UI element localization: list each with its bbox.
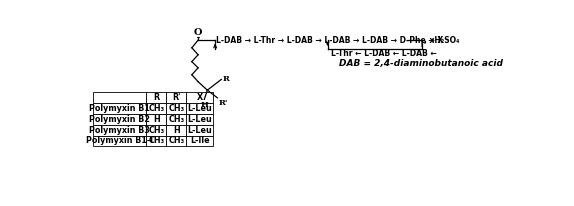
Bar — [187, 103, 213, 114]
Text: L-Leu: L-Leu — [187, 115, 212, 124]
Text: CH₃: CH₃ — [168, 115, 184, 124]
Bar — [187, 125, 213, 136]
Text: L-Leu: L-Leu — [187, 126, 212, 135]
Bar — [94, 125, 146, 136]
Bar — [146, 103, 166, 114]
Bar — [166, 114, 187, 125]
Text: L-Leu: L-Leu — [187, 104, 212, 113]
Bar — [166, 136, 187, 146]
Text: CH₃: CH₃ — [168, 137, 184, 145]
Text: H: H — [173, 126, 180, 135]
Text: Polymyxin B2: Polymyxin B2 — [90, 115, 150, 124]
Text: Polymyxin B3: Polymyxin B3 — [90, 126, 150, 135]
Bar — [187, 92, 213, 103]
Bar — [146, 125, 166, 136]
Text: CH₃: CH₃ — [148, 137, 164, 145]
Text: R': R' — [218, 99, 228, 107]
Text: H: H — [200, 101, 208, 109]
Text: Polymyxin B1: Polymyxin B1 — [90, 104, 150, 113]
Text: Polymyxin B1-I: Polymyxin B1-I — [86, 137, 153, 145]
Bar — [94, 114, 146, 125]
Bar — [94, 103, 146, 114]
Bar — [146, 114, 166, 125]
Text: , xH₂SO₄: , xH₂SO₄ — [424, 36, 459, 45]
Text: R: R — [223, 75, 230, 83]
Text: L-Ile: L-Ile — [190, 137, 210, 145]
Text: L-Thr ← L-DAB ← L-DAB ←: L-Thr ← L-DAB ← L-DAB ← — [331, 49, 436, 58]
Bar — [146, 92, 166, 103]
Text: R': R' — [172, 93, 181, 102]
Bar — [94, 136, 146, 146]
Text: H: H — [153, 115, 160, 124]
Bar — [187, 114, 213, 125]
Text: O: O — [194, 28, 202, 37]
Text: CH₃: CH₃ — [148, 126, 164, 135]
Bar — [94, 92, 146, 103]
Bar — [146, 136, 166, 146]
Text: CH₃: CH₃ — [148, 104, 164, 113]
Text: DAB = 2,4-diaminobutanoic acid: DAB = 2,4-diaminobutanoic acid — [339, 60, 503, 68]
Text: L-DAB → L-Thr → L-DAB → L-DAB → L-DAB → D-Phe → X: L-DAB → L-Thr → L-DAB → L-DAB → L-DAB → … — [216, 36, 443, 45]
Bar — [166, 103, 187, 114]
Text: CH₃: CH₃ — [168, 104, 184, 113]
Text: R: R — [153, 93, 160, 102]
Bar — [166, 92, 187, 103]
Bar — [166, 125, 187, 136]
Bar — [187, 136, 213, 146]
Text: X: X — [196, 93, 203, 102]
